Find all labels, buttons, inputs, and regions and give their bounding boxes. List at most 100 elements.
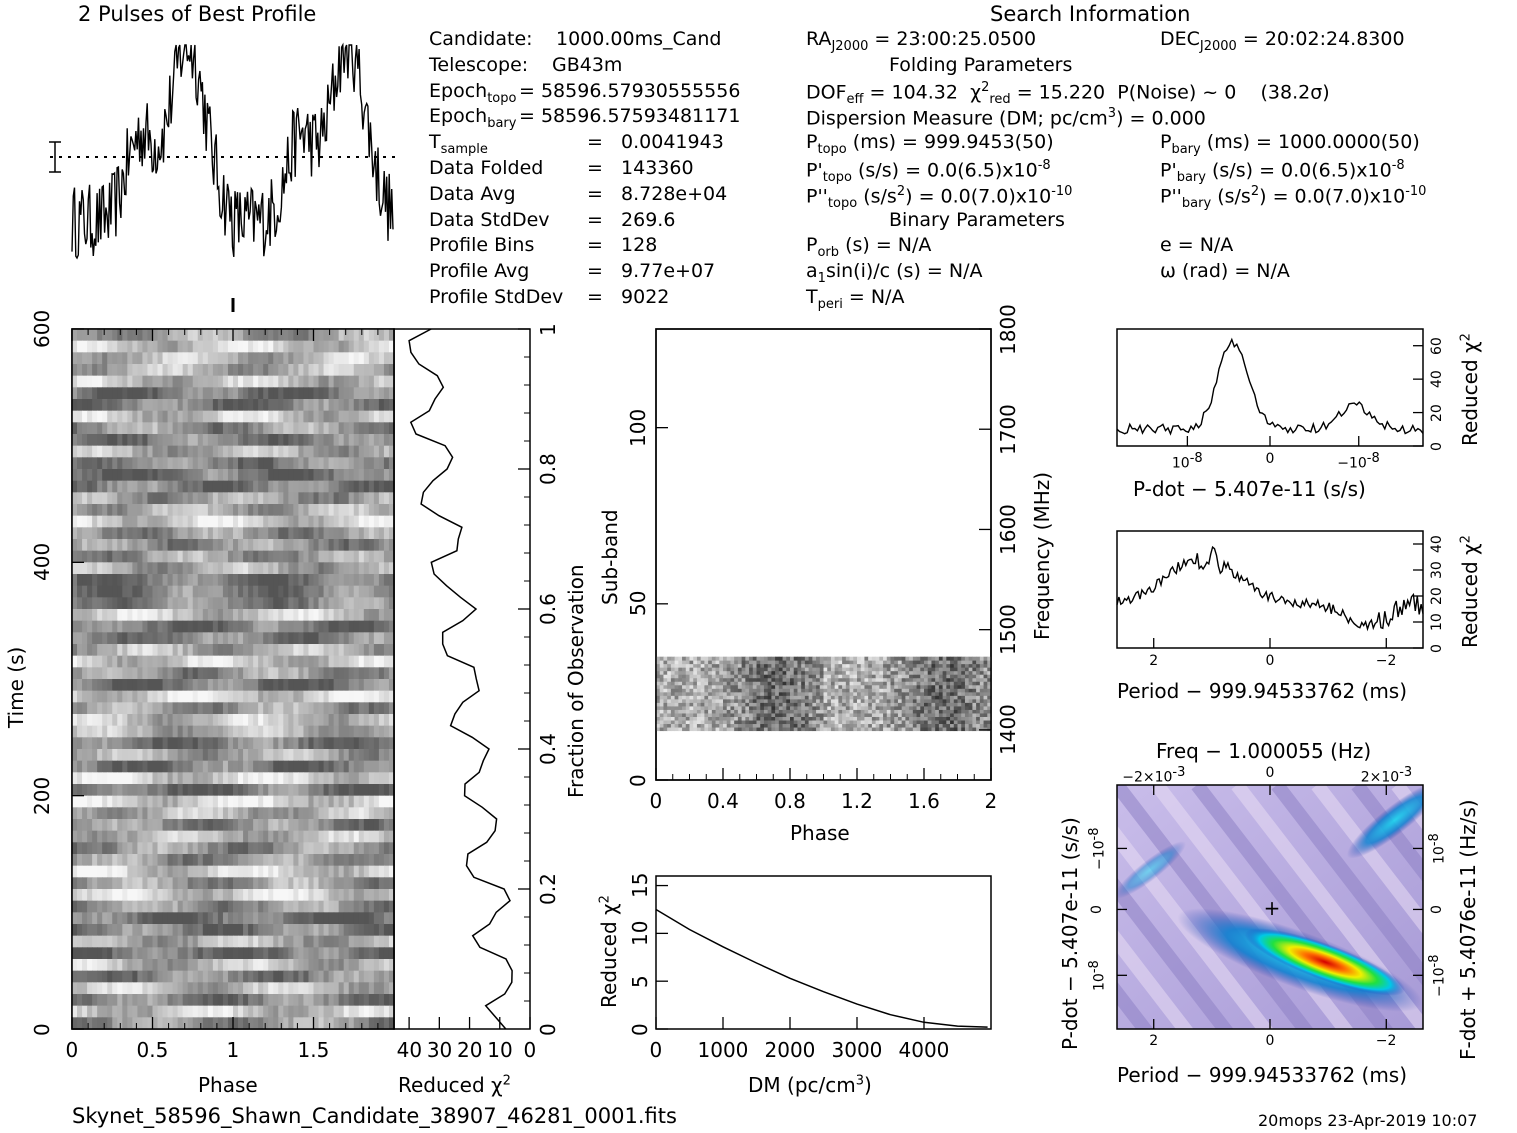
tp-cell: [363, 760, 370, 773]
tp-cell: [227, 760, 234, 773]
tp-cell: [77, 550, 83, 563]
tp-cell: [77, 865, 83, 878]
tp-cell: [373, 819, 380, 832]
tp-cell: [303, 865, 310, 878]
tp-cell: [263, 667, 269, 680]
tp-cell: [107, 574, 113, 587]
tp-cell: [378, 574, 385, 587]
tp-cell: [333, 807, 340, 820]
tp-cell: [102, 795, 108, 808]
tp-cell: [112, 644, 118, 657]
tp-cell: [308, 889, 315, 902]
tp-cell: [112, 585, 118, 598]
sb-cell: [752, 716, 757, 721]
tp-cell: [248, 585, 254, 598]
tp-cell: [368, 457, 375, 470]
tp-cell: [132, 632, 139, 645]
tp-cell: [288, 725, 294, 738]
tp-cell: [338, 994, 345, 1007]
sb-cell: [935, 698, 940, 703]
sb-cell: [689, 716, 694, 721]
tp-cell: [353, 702, 360, 715]
tp-cell: [137, 924, 144, 937]
tp-cell: [318, 550, 325, 563]
tp-cell: [298, 550, 305, 563]
tp-cell: [318, 644, 325, 657]
tp-cell: [142, 912, 149, 925]
sb-cell: [964, 698, 970, 703]
tp-cell: [142, 760, 149, 773]
sb-cell: [678, 695, 683, 700]
tp-cell: [77, 1017, 83, 1029]
tp-cell: [243, 387, 249, 400]
tp-cell: [323, 970, 330, 983]
tp-cell: [72, 434, 78, 447]
tp-cell: [323, 1017, 330, 1029]
tp-cell: [182, 515, 189, 528]
tp-cell: [197, 900, 204, 913]
tp-cell: [348, 585, 355, 598]
sb-cell: [730, 709, 735, 714]
tp-cell: [82, 784, 88, 797]
tp-cell: [202, 865, 209, 878]
tp-cell: [318, 340, 325, 353]
tp-cell: [152, 760, 159, 773]
sb-cell: [812, 713, 817, 717]
tp-cell: [323, 655, 330, 668]
tp-cell: [278, 947, 284, 960]
tp-cell: [273, 784, 279, 797]
tp-cell: [217, 387, 224, 400]
tp-cell: [328, 679, 335, 692]
tp-cell: [283, 947, 289, 960]
tp-cell: [197, 935, 204, 948]
sb-cell: [760, 720, 765, 725]
tp-cell: [207, 515, 214, 528]
sb-cell: [864, 713, 869, 717]
sb-cell: [793, 706, 798, 710]
tp-cell: [348, 1017, 355, 1029]
tp-cell: [107, 434, 113, 447]
tp-cell: [328, 655, 335, 668]
tp-cell: [243, 340, 249, 353]
tp-cell: [167, 795, 174, 808]
tp-cell: [363, 375, 370, 388]
sb-cell: [987, 691, 991, 696]
sb-cell: [823, 713, 828, 717]
tp-cell: [132, 842, 139, 855]
tp-cell: [142, 924, 149, 937]
tp-cell: [217, 550, 224, 563]
sb-cell: [946, 720, 951, 725]
tp-cell: [82, 410, 88, 423]
tp-cell: [137, 480, 144, 493]
tp-cell: [97, 714, 103, 727]
tp-cell: [353, 399, 360, 412]
tp-cell: [338, 714, 345, 727]
tp-cell: [187, 865, 194, 878]
sb-cell: [916, 706, 921, 710]
tp-cell: [197, 1005, 204, 1018]
tp-cell: [313, 830, 320, 843]
sb-cell: [938, 706, 944, 710]
sb-cell: [656, 691, 661, 696]
tp-cell: [127, 714, 133, 727]
tp-cell: [227, 982, 234, 995]
tp-cell: [283, 480, 289, 493]
sb-cell: [730, 702, 735, 707]
tp-cell: [167, 434, 174, 447]
tp-cell: [308, 865, 315, 878]
tp-cell: [243, 959, 249, 972]
tp-cell: [192, 714, 199, 727]
tp-cell: [192, 970, 199, 983]
tp-cell: [253, 597, 259, 610]
tp-cell: [122, 469, 128, 482]
tp-cell: [288, 924, 294, 937]
tp-cell: [142, 795, 149, 808]
sb-cell: [845, 691, 850, 696]
tp-cell: [348, 935, 355, 948]
tp-cell: [177, 924, 184, 937]
tp-cell: [127, 445, 133, 458]
tp-cell: [248, 644, 254, 657]
sb-cell: [704, 716, 709, 721]
tp-cell: [162, 457, 169, 470]
tp-cell: [112, 795, 118, 808]
